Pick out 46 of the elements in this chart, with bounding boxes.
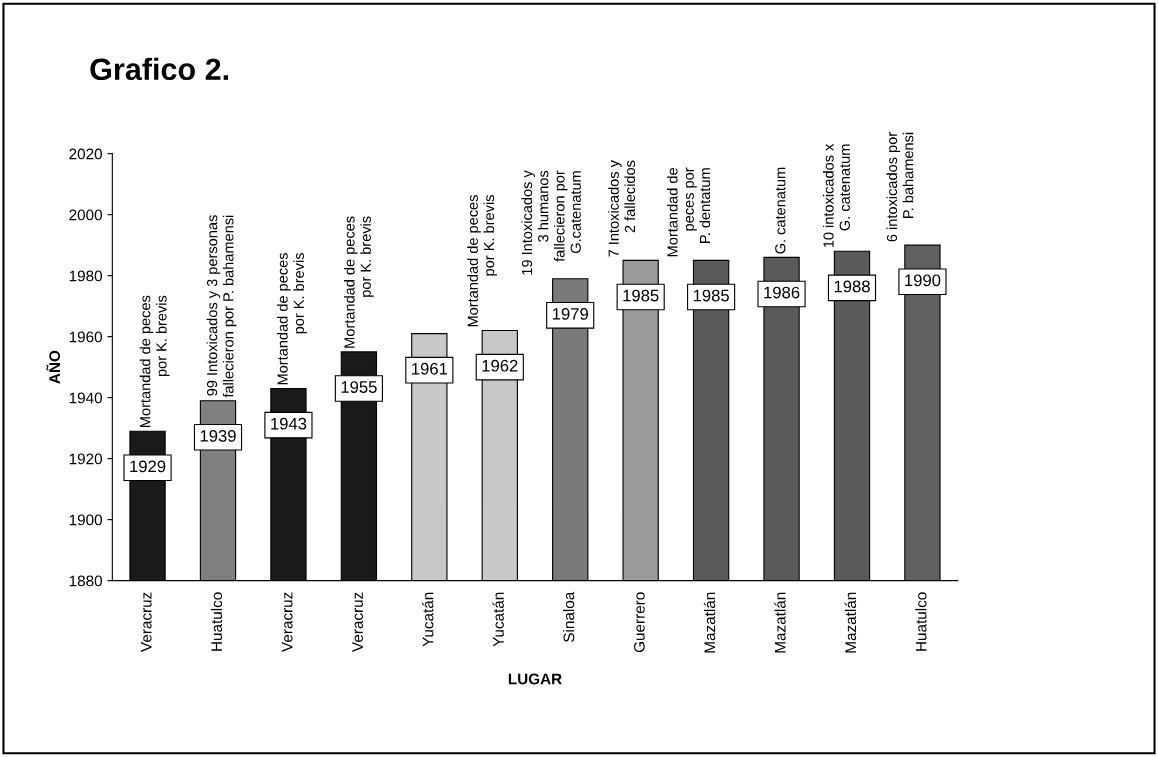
x-tick-label: Veracruz (281, 592, 293, 652)
x-tick-label: Sinaloa (563, 591, 575, 642)
annotation: Mortandad de peces por K. brevis (343, 216, 374, 348)
data-label: 1979 (552, 307, 588, 320)
data-label: 1990 (905, 274, 941, 287)
annotation: 7 Intoxicados y 2 fallecidos (608, 160, 636, 257)
y-tick-label: 2020 (69, 148, 103, 160)
annotation: Mortandad de peces por K. brevis (139, 295, 170, 427)
annotation: Mortandad de peces por K. brevis (467, 195, 498, 327)
y-tick-label: 1920 (69, 453, 103, 465)
x-tick-label: Yucatán (422, 592, 434, 647)
data-label: 1986 (764, 286, 800, 299)
annotation: 10 intoxicados x G. catenatum (822, 143, 850, 248)
annotation: G. catenatum (775, 167, 786, 254)
x-tick-label: Mazatlán (703, 592, 716, 653)
y-tick-label: 1980 (69, 270, 103, 282)
chart-title: Grafico 2. (90, 57, 229, 81)
x-tick-label: Huatulco (210, 592, 223, 651)
x-tick-label: Guerrero (633, 592, 645, 653)
data-label: 1985 (623, 289, 659, 302)
x-tick-label: Yucatán (492, 592, 504, 647)
data-label: 1988 (834, 280, 870, 293)
y-tick-label: 1880 (69, 575, 103, 587)
annotation: Mortandad de peces por K. brevis (277, 253, 307, 385)
x-tick-label: Huatulco (915, 592, 927, 651)
data-label: 1962 (482, 359, 518, 372)
x-axis-title: LUGAR (508, 673, 562, 685)
annotation: 19 Intoxicados y 3 humanos fallecieron por G.catenatum (521, 170, 581, 275)
x-tick-label: Veracruz (140, 592, 152, 652)
data-label: 1985 (693, 289, 729, 302)
y-axis-title: AÑO (46, 350, 61, 384)
data-label: 1939 (200, 429, 236, 442)
data-label: 1961 (412, 362, 448, 375)
annotation: 99 Intoxicados y 3 personas fallecieron por P. bahamensi (206, 215, 237, 398)
data-label: 1955 (341, 381, 377, 393)
y-tick-label: 1940 (69, 392, 103, 404)
x-tick-label: Mazatlán (774, 592, 786, 653)
data-label: 1943 (271, 417, 307, 430)
annotation: 6 intoxicados por P. bahamensi (886, 132, 914, 242)
x-tick-label: Mazatlán (844, 592, 857, 653)
data-label: 1929 (130, 460, 166, 473)
annotation: Mortandad de peces por P. dentatum (666, 167, 711, 257)
y-tick-label: 1900 (69, 514, 103, 526)
y-tick-label: 2000 (69, 209, 103, 221)
y-tick-label: 1960 (69, 331, 103, 343)
x-tick-label: Veracruz (352, 592, 363, 652)
